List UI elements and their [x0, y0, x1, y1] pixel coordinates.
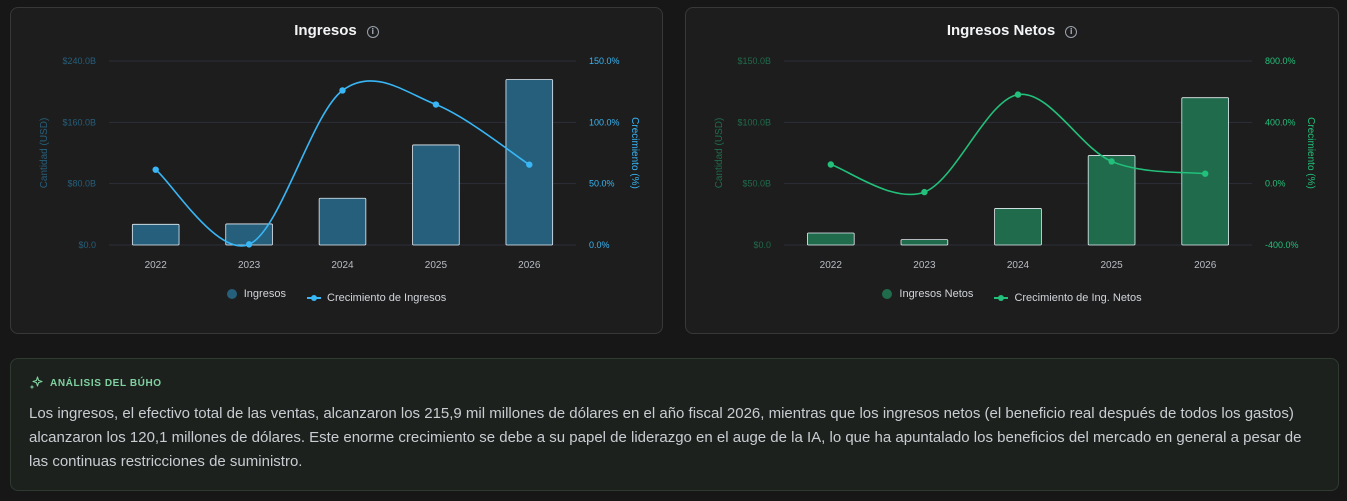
y-tick-label: $150.0B [737, 56, 771, 66]
y2-tick-label: 400.0% [1265, 117, 1296, 127]
y-tick-label: $50.0B [742, 179, 771, 189]
legend-bar-swatch [226, 289, 237, 299]
revenue-chart-card: Ingresos i $0.0 0.0% $80.0B 50.0% $160.0B 100.… [10, 7, 663, 334]
growth-line [155, 80, 530, 247]
growth-point-2025 [432, 101, 440, 108]
y-axis-label: Cantidad (USD) [714, 118, 725, 189]
y2-tick-label: 100.0% [589, 117, 620, 127]
bar-2024 [318, 197, 367, 246]
growth-point-2023 [921, 188, 928, 196]
bar-2024 [994, 208, 1042, 246]
analysis-title: ANÁLISIS DEL BÚHO [50, 377, 162, 389]
x-tick-label: 2025 [1100, 260, 1123, 271]
sparkle-icon [29, 376, 43, 390]
y2-axis-label: Crecimiento (%) [629, 117, 640, 189]
legend-item-bars[interactable]: Ingresos Netos [882, 288, 973, 300]
growth-point-2023 [245, 241, 253, 248]
legend-bar-swatch [882, 289, 893, 299]
y-tick-label: $160.0B [62, 117, 96, 127]
x-tick-label: 2026 [1194, 260, 1217, 271]
bar-2022 [131, 223, 180, 246]
bar-2025 [412, 144, 460, 246]
growth-line [830, 93, 1206, 196]
bar-2023 [900, 239, 949, 246]
y2-tick-label: 50.0% [589, 179, 615, 189]
growth-point-2026 [1202, 170, 1209, 177]
y2-tick-label: 150.0% [589, 56, 620, 66]
chart-title: Ingresos i [11, 22, 662, 39]
chart-title-text: Ingresos [294, 22, 357, 39]
growth-point-2024 [1014, 91, 1022, 98]
legend-line-swatch [307, 295, 322, 301]
legend-label: Ingresos [243, 288, 286, 300]
x-tick-label: 2022 [145, 260, 168, 271]
legend-label: Crecimiento de Ing. Netos [1014, 292, 1142, 304]
y2-tick-label: 0.0% [1265, 179, 1286, 189]
y2-tick-label: 800.0% [1265, 56, 1296, 66]
legend-label: Crecimiento de Ingresos [327, 292, 447, 304]
legend-label: Ingresos Netos [899, 288, 974, 300]
analysis-header: ANÁLISIS DEL BÚHO [29, 376, 162, 390]
x-tick-label: 2023 [238, 260, 261, 271]
net-income-chart-card: Ingresos Netos i $0.0 -400.0% $50.0B 0.0% $10… [685, 7, 1339, 334]
revenue-chart: $0.0 0.0% $80.0B 50.0% $160.0B 100.0% $240.0B 1… [39, 56, 640, 271]
x-tick-label: 2023 [913, 260, 936, 271]
growth-point-2022 [827, 161, 834, 168]
analysis-panel: ANÁLISIS DEL BÚHO Los ingresos, el efect… [10, 358, 1339, 491]
info-icon[interactable]: i [366, 26, 379, 38]
growth-point-2024 [339, 87, 346, 94]
legend-item-line[interactable]: Crecimiento de Ing. Netos [994, 292, 1142, 304]
chart-legend: Ingresos Crecimiento de Ingresos [11, 288, 662, 304]
y2-tick-label: -400.0% [1265, 240, 1299, 250]
growth-point-2022 [152, 166, 159, 173]
bar-2025 [1087, 155, 1136, 246]
chart-legend: Ingresos Netos Crecimiento de Ing. Netos [686, 288, 1338, 304]
y-tick-label: $80.0B [67, 179, 96, 189]
x-tick-label: 2024 [1007, 260, 1030, 271]
x-tick-label: 2025 [425, 260, 448, 271]
y2-axis-label: Crecimiento (%) [1305, 117, 1316, 189]
growth-point-2026 [526, 161, 533, 168]
analysis-text: Los ingresos, el efectivo total de las v… [29, 405, 1302, 470]
legend-item-line[interactable]: Crecimiento de Ingresos [307, 292, 446, 304]
growth-point-2025 [1108, 158, 1115, 165]
x-tick-label: 2026 [518, 260, 541, 271]
y-tick-label: $240.0B [62, 56, 96, 66]
y-tick-label: $100.0B [737, 117, 771, 127]
legend-item-bars[interactable]: Ingresos [226, 288, 286, 300]
y2-tick-label: 0.0% [589, 240, 610, 250]
legend-line-swatch [994, 295, 1009, 301]
x-tick-label: 2024 [331, 260, 354, 271]
chart-title: Ingresos Netos i [686, 22, 1338, 39]
bar-2022 [807, 232, 855, 246]
y-tick-label: $0.0 [78, 240, 96, 250]
chart-title-text: Ingresos Netos [946, 22, 1056, 39]
x-tick-label: 2022 [820, 260, 843, 271]
info-icon[interactable]: i [1065, 26, 1078, 38]
net-income-chart: $0.0 -400.0% $50.0B 0.0% $100.0B 400.0% $150.0… [714, 56, 1316, 271]
y-tick-label: $0.0 [753, 240, 771, 250]
y-axis-label: Cantidad (USD) [39, 118, 50, 189]
